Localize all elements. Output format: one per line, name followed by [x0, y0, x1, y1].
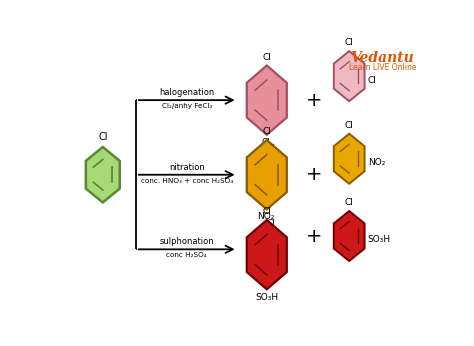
Text: conc H₂SO₄: conc H₂SO₄: [166, 253, 207, 258]
Text: Cl: Cl: [345, 38, 354, 47]
Text: Cl: Cl: [98, 133, 108, 143]
Text: +: +: [306, 165, 323, 184]
Text: nitration: nitration: [169, 163, 205, 172]
Text: conc. HNO₃ + conc H₂SO₄: conc. HNO₃ + conc H₂SO₄: [141, 178, 233, 184]
Polygon shape: [334, 134, 365, 184]
Text: Cl: Cl: [345, 198, 354, 207]
Text: NO₂: NO₂: [368, 158, 385, 167]
Text: Vedantu: Vedantu: [350, 51, 414, 65]
Text: NO₂: NO₂: [257, 212, 275, 221]
Text: Cl: Cl: [345, 121, 354, 130]
Text: +: +: [306, 227, 323, 246]
Text: SO₃H: SO₃H: [255, 293, 278, 302]
Text: Cl: Cl: [266, 144, 275, 153]
Text: +: +: [306, 91, 323, 110]
Text: Cl: Cl: [368, 75, 376, 84]
Text: Cl₂/anhy FeCl₃: Cl₂/anhy FeCl₃: [162, 103, 212, 109]
Polygon shape: [247, 220, 287, 289]
Polygon shape: [247, 140, 287, 209]
Text: Cl: Cl: [262, 138, 271, 147]
Text: Cl: Cl: [266, 219, 275, 228]
Polygon shape: [86, 147, 120, 202]
Text: sulphonation: sulphonation: [159, 237, 214, 246]
Text: Cl: Cl: [262, 207, 271, 216]
Text: Learn LIVE Online: Learn LIVE Online: [348, 63, 416, 72]
Text: SO₃H: SO₃H: [368, 235, 391, 244]
Text: Cl: Cl: [262, 127, 271, 136]
Text: halogenation: halogenation: [159, 88, 214, 97]
Polygon shape: [334, 51, 365, 101]
Text: Cl: Cl: [262, 53, 271, 62]
Polygon shape: [334, 211, 365, 261]
Polygon shape: [247, 65, 287, 135]
